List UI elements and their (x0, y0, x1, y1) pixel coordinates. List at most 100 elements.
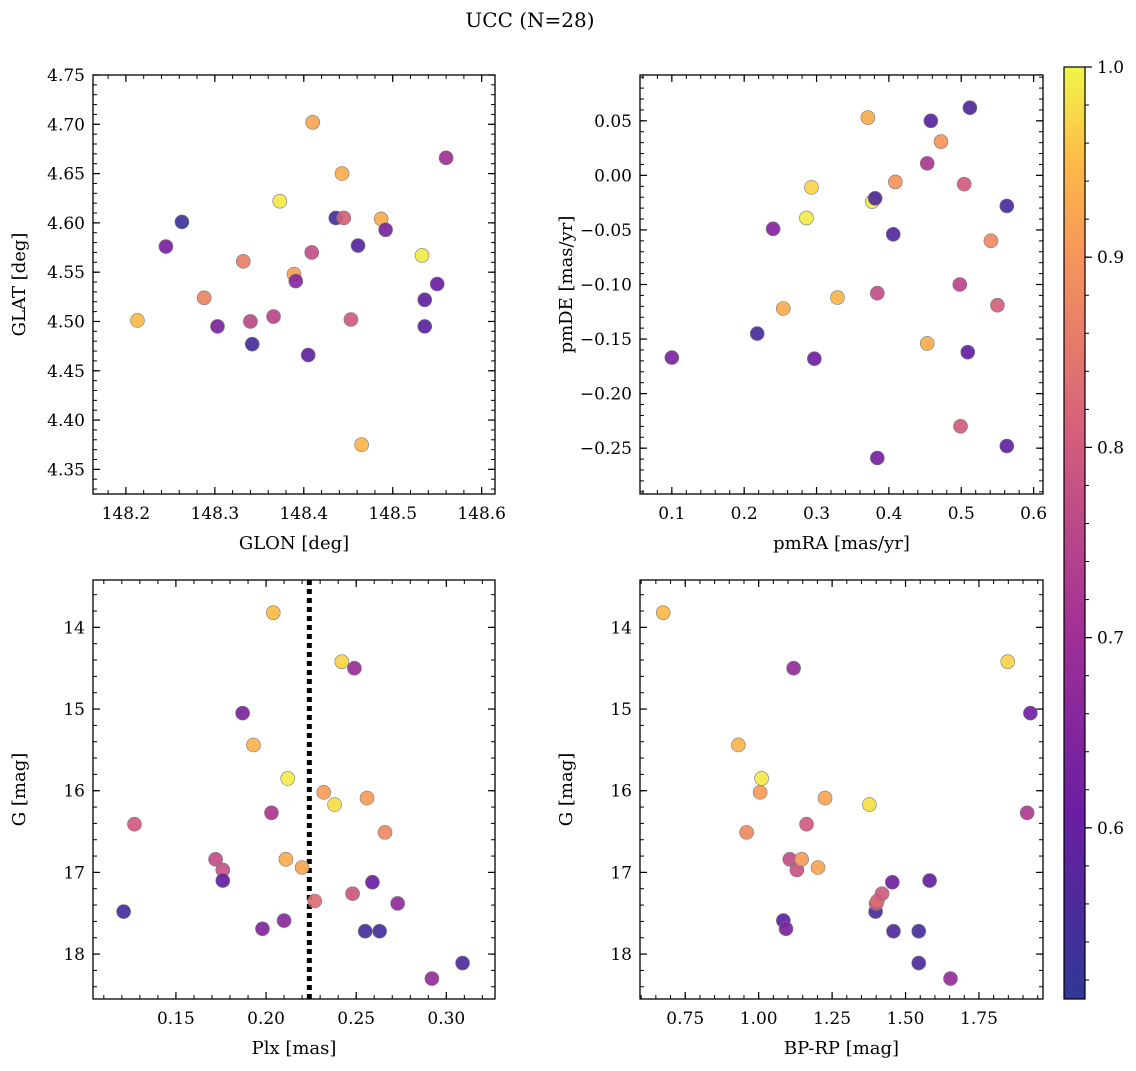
x-tick-label: 148.5 (368, 504, 417, 524)
scatter-point (754, 771, 769, 786)
scatter-point (215, 873, 231, 888)
y-tick-label: 0.05 (594, 112, 632, 132)
scatter-point (911, 923, 927, 939)
y-tick-label: −0.10 (580, 276, 632, 296)
scatter-point (983, 233, 999, 249)
ticks-glon-glat (93, 74, 495, 494)
scatter-point (365, 874, 380, 890)
y-tick-label: 4.50 (47, 312, 85, 332)
x-tick-label: 0.3 (803, 504, 830, 524)
scatter-point (316, 785, 332, 800)
figure-title: UCC (N=28) (465, 8, 594, 32)
colorbar-tick-label: 1.0 (1097, 58, 1124, 78)
scatter-point (956, 176, 972, 192)
y-tick-label: 15 (610, 700, 632, 720)
y-tick-label: 17 (610, 863, 632, 883)
x-tick-label: 0.1 (658, 504, 685, 524)
y-tick-label: 15 (63, 700, 85, 720)
scatter-point (347, 660, 362, 676)
points-pmra-pmde (664, 100, 1015, 466)
x-tick-label: 1.00 (740, 1009, 778, 1029)
scatter-point (804, 180, 819, 195)
ticks-plx-g (93, 580, 495, 999)
scatter-point (953, 419, 968, 434)
scatter-point (655, 605, 671, 620)
x-tick-label: 0.15 (157, 1009, 195, 1029)
scatter-point (243, 314, 258, 329)
scatter-point (272, 193, 288, 209)
y-tick-label: 14 (610, 618, 632, 638)
scatter-point (127, 816, 142, 832)
scatter-point (960, 344, 976, 360)
y-axis-label: GLAT [deg] (9, 233, 30, 337)
axes-frame (639, 74, 1044, 495)
scatter-point (862, 797, 877, 812)
y-tick-label: 4.60 (47, 214, 85, 234)
y-tick-label: 0.00 (594, 166, 632, 186)
y-tick-label: 4.40 (47, 411, 85, 431)
scatter-point (999, 438, 1015, 454)
x-tick-label: 1.75 (960, 1009, 998, 1029)
scatter-point (244, 336, 260, 352)
scatter-point (919, 156, 935, 171)
scatter-point (304, 245, 320, 260)
scatter-point (300, 347, 316, 363)
scatter-point (923, 113, 939, 129)
scatter-point (378, 222, 393, 238)
points-bprp-g (655, 605, 1038, 986)
scatter-point (794, 852, 809, 867)
scatter-point (1023, 705, 1038, 721)
colorbar-gradient (1063, 66, 1086, 1000)
scatter-point (765, 221, 781, 237)
scatter-point (731, 737, 746, 753)
y-tick-label: 16 (610, 782, 632, 802)
scatter-point (417, 319, 433, 334)
scatter-point (276, 913, 292, 928)
y-tick-label: 4.55 (47, 263, 85, 283)
scatter-point (174, 214, 190, 230)
colorbar: 0.6 0.7 0.8 0.9 1.0 (1063, 58, 1124, 1000)
scatter-point (208, 852, 223, 867)
scatter-point (336, 210, 352, 226)
scatter-point (817, 790, 833, 806)
y-tick-label: 17 (63, 863, 85, 883)
y-tick-label: −0.25 (580, 439, 632, 459)
x-tick-label: 0.6 (1020, 504, 1047, 524)
x-tick-label: 148.3 (191, 504, 240, 524)
scatter-point (874, 886, 890, 901)
panel-pmra-pmde: 0.1 0.2 0.3 0.4 0.5 0.6 −0.25 −0.20 −0.15 −0.10 −0… (556, 74, 1047, 554)
scatter-point (343, 312, 359, 327)
scatter-point (288, 273, 304, 289)
scatter-point (354, 437, 369, 453)
x-axis-label: BP-RP [mag] (784, 1038, 899, 1059)
scatter-point (786, 660, 801, 676)
y-tick-label: −0.20 (580, 385, 632, 405)
points-plx-g (116, 605, 470, 986)
scatter-point (438, 150, 454, 166)
scatter-point (778, 921, 794, 937)
scatter-point (752, 785, 768, 800)
y-tick-label: 4.35 (47, 460, 85, 480)
colorbar-tick-label: 0.9 (1097, 248, 1124, 268)
x-tick-label: 148.6 (457, 504, 506, 524)
panel-glon-glat: 148.2 148.3 148.4 148.5 148.6 4.35 4.40 4.45 4.5… (9, 66, 506, 554)
scatter-point (246, 737, 261, 753)
scatter-point (990, 297, 1005, 313)
scatter-point (424, 971, 440, 986)
colorbar-tick-label: 0.7 (1097, 629, 1124, 649)
y-tick-label: −0.15 (580, 330, 632, 350)
scatter-point (327, 797, 342, 812)
scatter-point (870, 450, 885, 466)
scatter-point (305, 115, 320, 130)
x-axis-label: pmRA [mas/yr] (773, 533, 910, 554)
scatter-point (255, 921, 270, 937)
axes-frame (639, 579, 1044, 1000)
panel-bprp-g: 0.75 1.00 1.25 1.50 1.75 14 15 16 17 18 BP-RP [mag… (556, 579, 1044, 1059)
y-tick-label: 4.75 (47, 66, 85, 86)
y-axis-label: pmDE [mas/yr] (556, 216, 577, 354)
ticks-pmra-pmde (640, 75, 1043, 494)
scatter-point (867, 190, 883, 206)
scatter-point (334, 654, 350, 669)
scatter-point (359, 790, 375, 806)
